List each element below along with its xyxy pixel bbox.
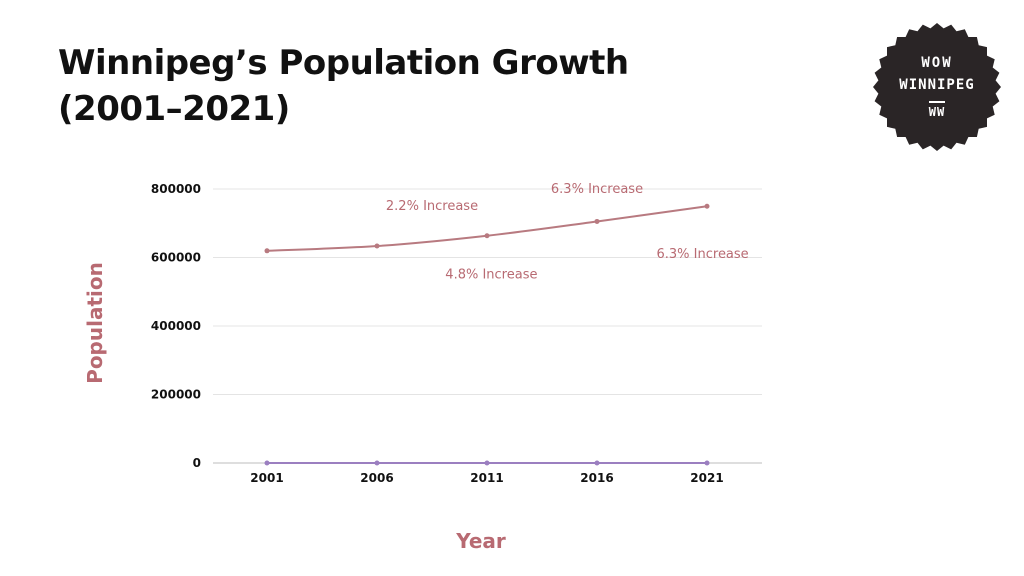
series-line-1 [266,205,708,252]
x-tick-label: 2021 [690,471,723,485]
y-axis: 0 200000 400000 600000 800000 [151,182,201,470]
data-point [704,460,710,466]
y-tick-label: 0 [193,456,201,470]
logo-line-1: WOW [921,55,953,71]
x-tick-label: 2016 [580,471,613,485]
logo-badge-shape [873,23,1001,151]
page-title: Winnipeg’s Population Growth (2001–2021) [58,40,629,132]
logo-badge-background [873,23,1001,151]
y-axis-title: Population [83,262,107,384]
grid [213,188,762,464]
title-line-2: (2001–2021) [58,89,290,129]
annotation-label: 4.8% Increase [445,268,537,283]
logo-line-3: WW [928,101,946,119]
annotation-label: 6.3% Increase [551,182,643,197]
annotation-label: 6.3% Increase [657,247,749,262]
x-axis: 2001 2006 2011 2016 2021 [250,471,723,485]
data-point [484,233,490,239]
title-line-1: Winnipeg’s Population Growth [58,43,629,83]
x-tick-label: 2001 [250,471,283,485]
y-tick-label: 800000 [151,182,201,196]
logo-line-2: WINNIPEG [899,77,975,93]
data-point [704,203,710,209]
data-point [264,460,270,466]
data-point [264,248,270,254]
data-point [374,460,380,466]
y-tick-label: 600000 [151,251,201,265]
data-point [594,218,600,224]
annotation-label: 2.2% Increase [386,199,478,214]
y-tick-label: 200000 [151,388,201,402]
y-tick-label: 400000 [151,319,201,333]
x-tick-label: 2011 [470,471,503,485]
annotations: 2.2% Increase 4.8% Increase 6.3% Increase 6… [386,182,749,283]
series [264,203,710,466]
x-tick-label: 2006 [360,471,393,485]
data-point [374,243,380,249]
x-axis-title: Year [455,529,506,553]
data-point [594,460,600,466]
wow-winnipeg-logo: WOW WINNIPEG WW [870,20,1004,154]
data-point [484,460,490,466]
